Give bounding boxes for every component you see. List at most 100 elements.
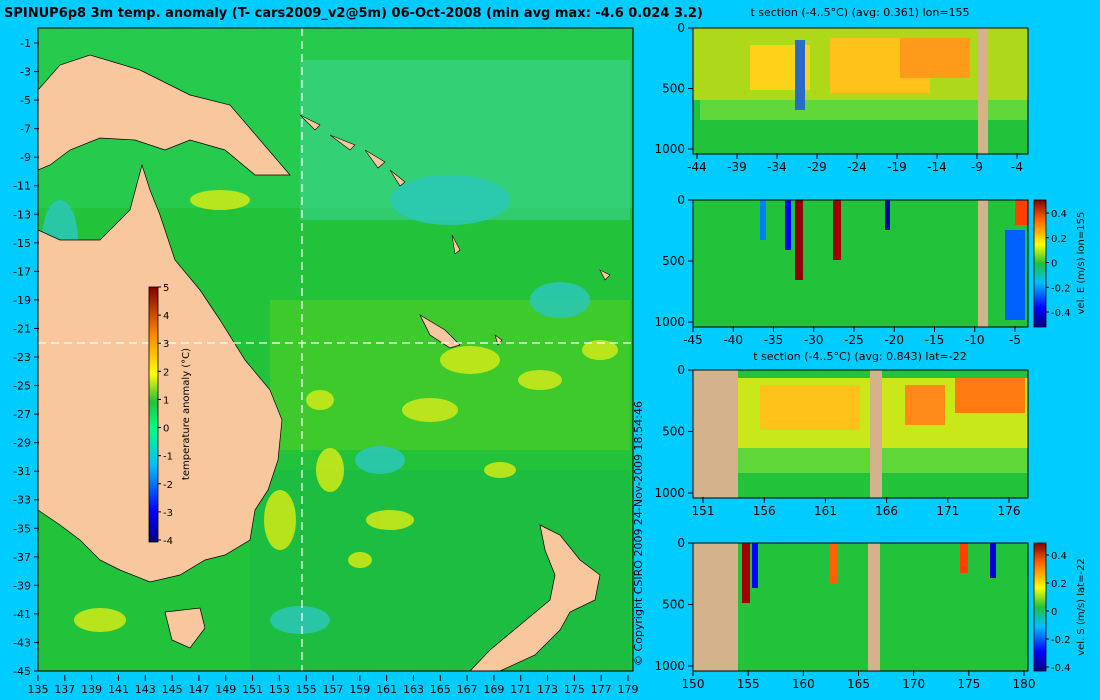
colorbar-tick-label: 0.4 xyxy=(1051,209,1067,220)
y-tick-label: -45 xyxy=(13,665,31,678)
colorbar-tick-label: -4 xyxy=(163,536,173,547)
x-tick-label: -34 xyxy=(767,160,787,174)
colorbar-tick-label: -0.4 xyxy=(1051,308,1071,319)
map-colorbar-label: temperature anomaly (°C) xyxy=(181,348,192,480)
y-tick-label: -41 xyxy=(13,608,31,621)
land-new-caledonia xyxy=(419,314,461,349)
x-tick-label: 151 xyxy=(692,504,715,518)
x-tick-label: 159 xyxy=(349,683,370,696)
x-tick-label: 173 xyxy=(537,683,558,696)
colorbar-tick-label: 0.2 xyxy=(1051,579,1067,590)
colorbar-tick-label: 5 xyxy=(163,283,169,294)
y-tick-label: 1000 xyxy=(654,315,685,329)
x-tick-label: 149 xyxy=(215,683,236,696)
map-colorbar: 5 4 3 2 1 0 -1 -2 -3 -4 temperature anomaly (°C) xyxy=(148,283,192,547)
land-australia xyxy=(38,163,283,583)
y-tick-label: -19 xyxy=(13,294,31,307)
colorbar-tick-label: -2 xyxy=(163,480,173,491)
x-tick-label: 139 xyxy=(81,683,102,696)
y-tick-label: -17 xyxy=(13,265,31,278)
x-tick-label: -29 xyxy=(807,160,827,174)
colorbar-tick-label: 0 xyxy=(1051,607,1057,618)
y-tick-label: -37 xyxy=(13,551,31,564)
x-tick-label: 175 xyxy=(564,683,585,696)
y-tick-label: -1 xyxy=(20,37,31,50)
colorbar-tick-label: -1 xyxy=(163,452,173,463)
x-tick-label: -15 xyxy=(925,333,945,347)
y-tick-label: -7 xyxy=(20,123,31,136)
colorbar-tick-label: 2 xyxy=(163,367,169,378)
y-tick-label: -27 xyxy=(13,408,31,421)
y-tick-label: -33 xyxy=(13,494,31,507)
colorbar-tick-label: 0.2 xyxy=(1051,234,1067,245)
x-tick-label: -35 xyxy=(764,333,784,347)
figure-title: SPINUP6p8 3m temp. anomaly (T- cars2009_… xyxy=(4,6,703,21)
colorbar-tick-label: 4 xyxy=(163,311,169,322)
y-tick-label: -31 xyxy=(13,465,31,478)
y-tick-label: -35 xyxy=(13,522,31,535)
y-tick-label: 500 xyxy=(662,598,685,612)
y-tick-label: -3 xyxy=(20,66,31,79)
land-tasmania xyxy=(164,607,206,649)
x-tick-label: 175 xyxy=(957,677,980,691)
y-tick-label: -5 xyxy=(20,94,31,107)
y-tick-label: 1000 xyxy=(654,659,685,673)
colorbar-tick-label: 1 xyxy=(163,395,169,406)
x-tick-label: -24 xyxy=(847,160,867,174)
panel-t-section-lon: t section (-4..5°C) (avg: 0.361) lon=155… xyxy=(654,6,1029,174)
map-y-ticks: -1 -3 -5 -7 -9 -11 -13 -15 -17 -19 -21 -23 -25 -27 -29… xyxy=(13,37,39,678)
x-tick-label: -19 xyxy=(887,160,907,174)
x-tick-label: 157 xyxy=(323,683,344,696)
x-tick-label: 147 xyxy=(188,683,209,696)
y-tick-label: 0 xyxy=(677,536,685,550)
x-tick-label: -5 xyxy=(1009,333,1021,347)
x-tick-label: 169 xyxy=(483,683,504,696)
y-tick-label: -13 xyxy=(13,208,31,221)
x-tick-label: 180 xyxy=(1013,677,1036,691)
y-tick-label: -25 xyxy=(13,380,31,393)
x-tick-label: 151 xyxy=(242,683,263,696)
x-tick-label: -14 xyxy=(927,160,947,174)
colorbar-tick-label: 0 xyxy=(1051,259,1057,270)
x-tick-label: 177 xyxy=(591,683,612,696)
land-solomon-islands xyxy=(299,114,611,346)
x-tick-label: -30 xyxy=(804,333,824,347)
x-tick-label: -10 xyxy=(965,333,985,347)
x-tick-label: 165 xyxy=(847,677,870,691)
map-field xyxy=(38,28,633,671)
x-tick-label: 165 xyxy=(430,683,451,696)
x-tick-label: -25 xyxy=(844,333,864,347)
colorbar-tick-label: -0.4 xyxy=(1051,663,1071,674)
x-tick-label: 150 xyxy=(682,677,705,691)
x-tick-label: -4 xyxy=(1011,160,1023,174)
x-tick-label: -40 xyxy=(723,333,743,347)
y-tick-label: -15 xyxy=(13,237,31,250)
land-new-zealand xyxy=(469,524,601,671)
x-tick-label: 153 xyxy=(269,683,290,696)
x-tick-label: 161 xyxy=(376,683,397,696)
x-tick-label: 167 xyxy=(457,683,478,696)
land-new-guinea xyxy=(38,54,291,176)
panel-vel-e-section: -45 -40 -35 -30 -25 -20 -15 -10 -5 0 500 1000 0.4 0.… xyxy=(654,193,1087,347)
x-tick-label: 163 xyxy=(403,683,424,696)
x-tick-label: -9 xyxy=(971,160,983,174)
y-tick-label: -23 xyxy=(13,351,31,364)
panel4-colorbar-label: vel. S (m/s) lat=-22 xyxy=(1076,558,1087,656)
y-tick-label: 500 xyxy=(662,425,685,439)
y-tick-label: 500 xyxy=(662,82,685,96)
y-tick-label: 500 xyxy=(662,254,685,268)
x-tick-label: 145 xyxy=(162,683,183,696)
x-tick-label: 156 xyxy=(753,504,776,518)
x-tick-label: 176 xyxy=(998,504,1021,518)
x-tick-label: 179 xyxy=(618,683,639,696)
y-tick-label: -9 xyxy=(20,151,31,164)
colorbar-tick-label: 3 xyxy=(163,339,169,350)
y-tick-label: 0 xyxy=(677,193,685,207)
copyright-text: © Copyright CSIRO 2009 24-Nov-2009 18:54… xyxy=(632,401,645,666)
y-tick-label: -21 xyxy=(13,322,31,335)
colorbar-tick-label: 0 xyxy=(163,424,169,435)
x-tick-label: 161 xyxy=(814,504,837,518)
panel-t-section-lat: t section (-4..5°C) (avg: 0.843) lat=-22… xyxy=(654,350,1029,518)
panel3-title: t section (-4..5°C) (avg: 0.843) lat=-22 xyxy=(753,350,966,363)
